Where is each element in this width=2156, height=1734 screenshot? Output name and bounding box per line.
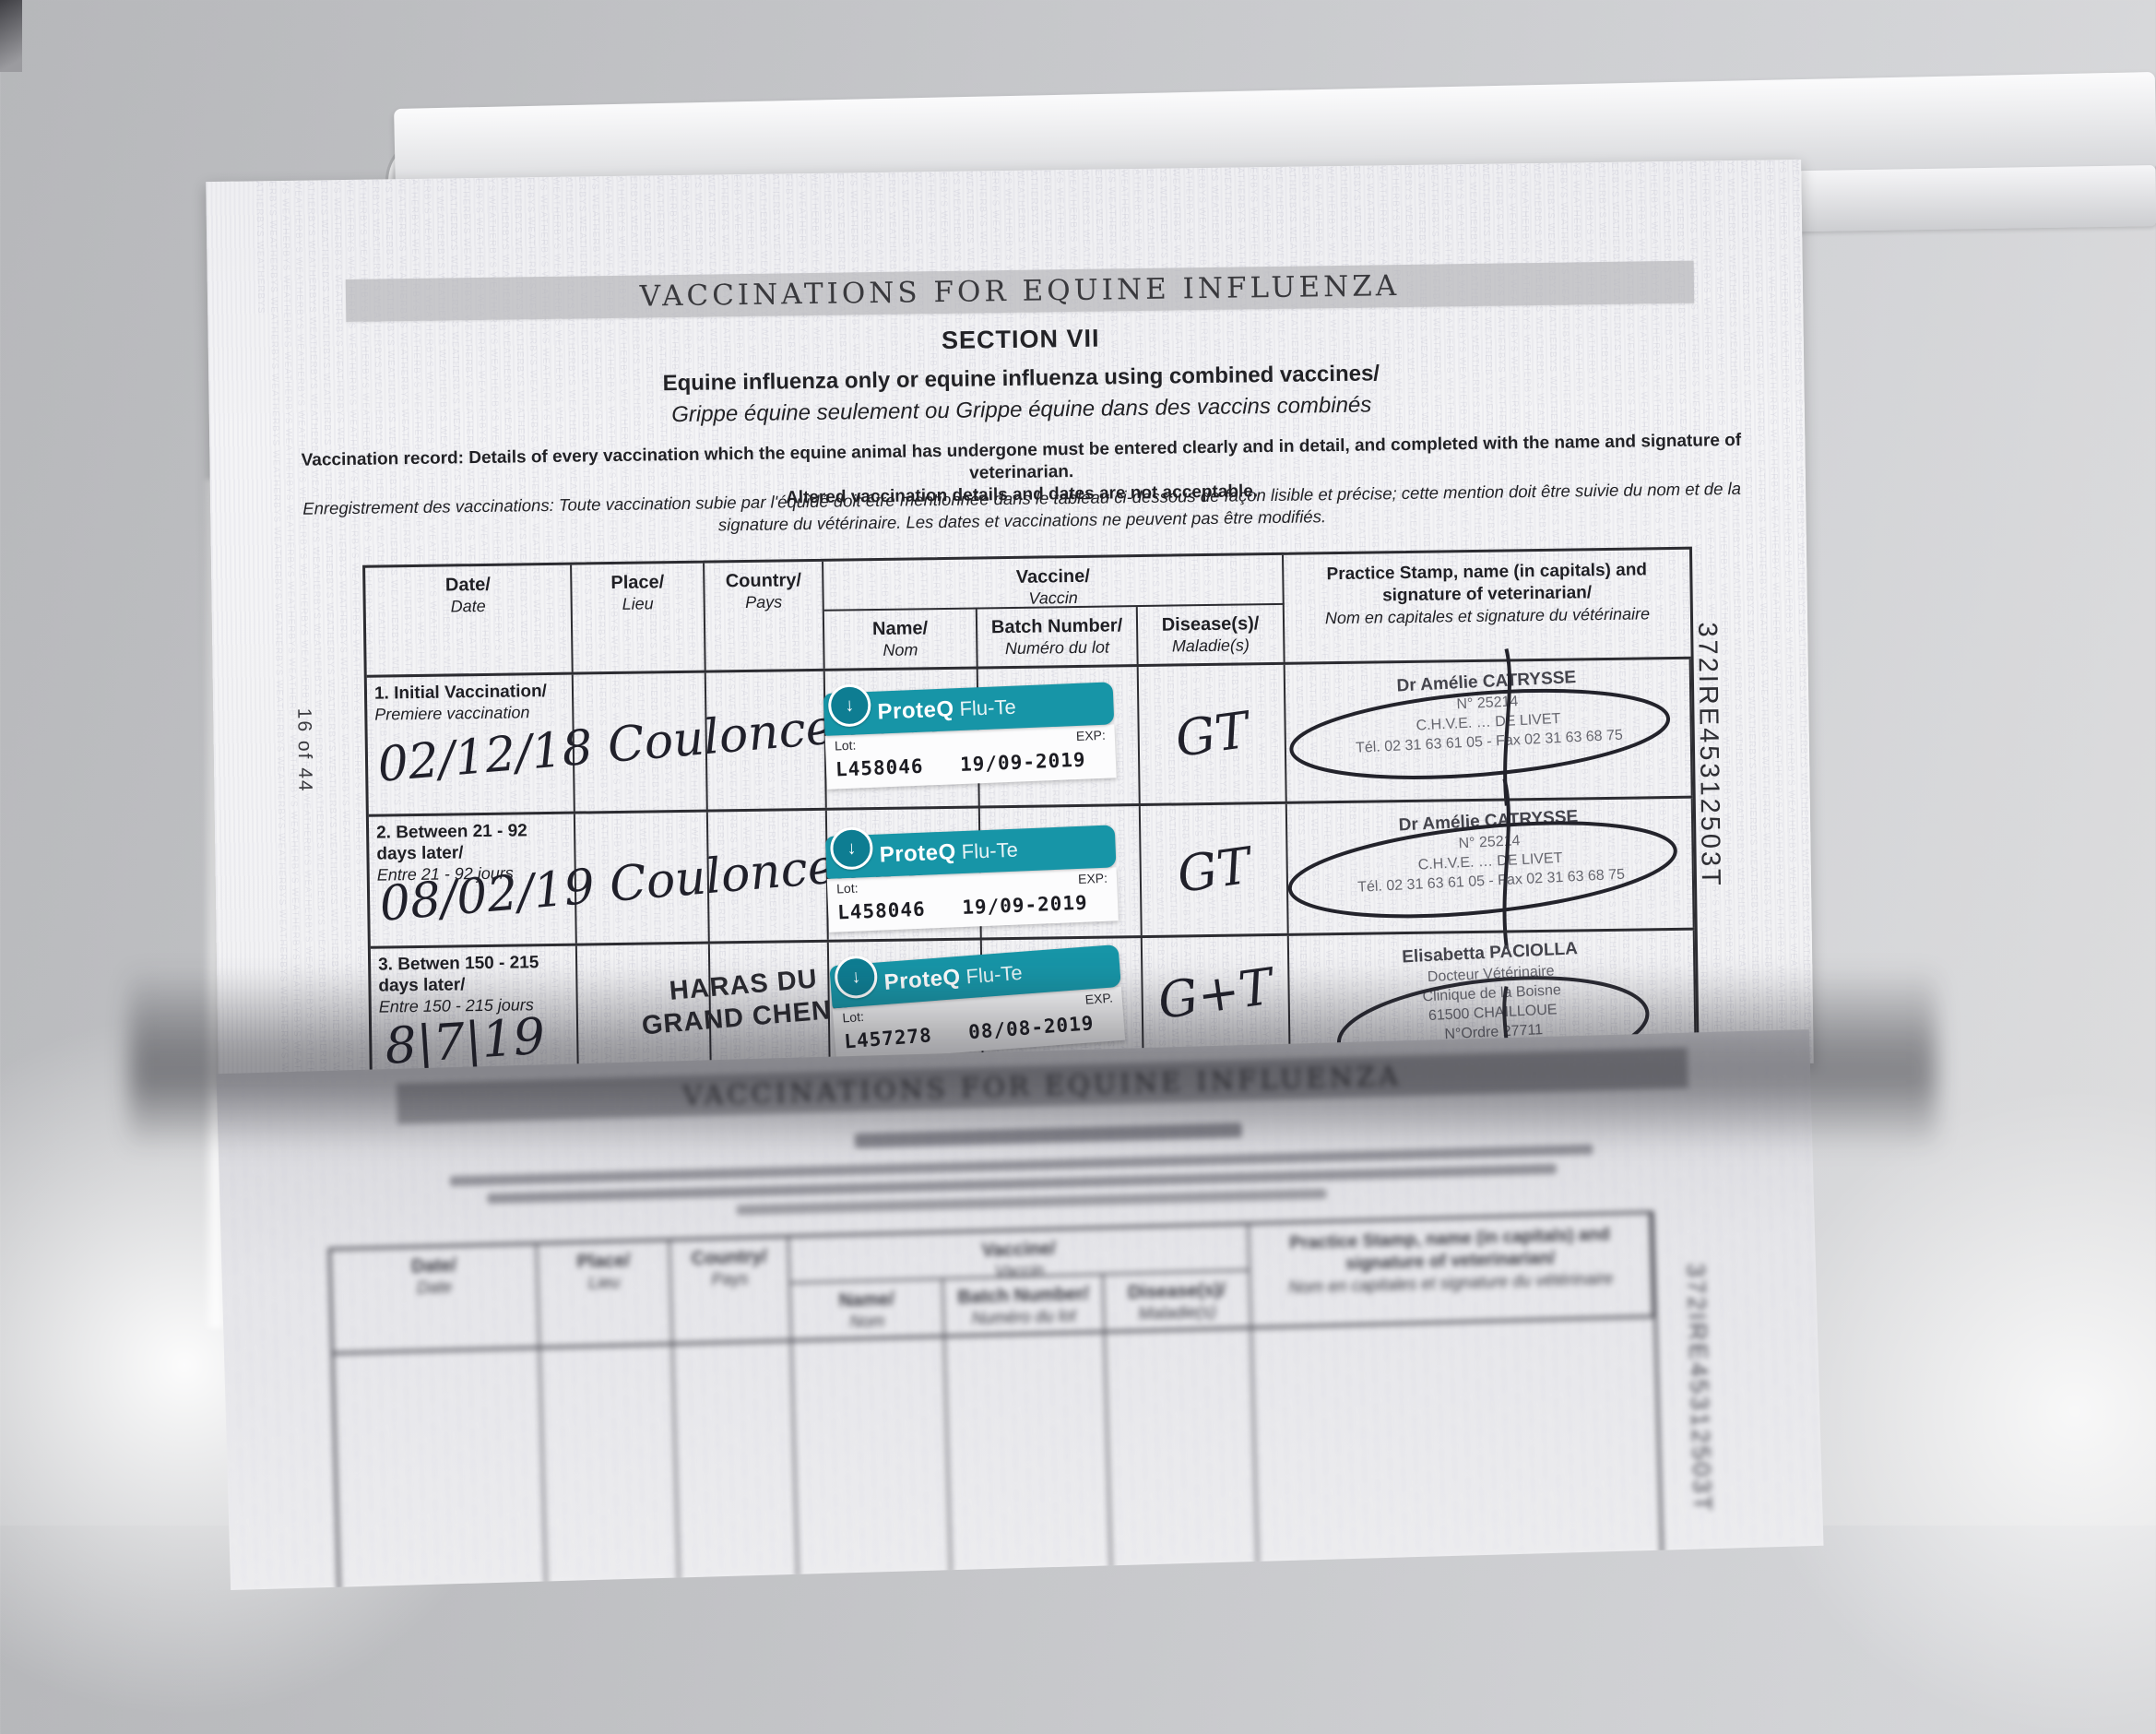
row1-disease-entry: GT (1171, 700, 1252, 768)
header-batch: Batch Number/ Numéro du lot (943, 1275, 1106, 1336)
page-number: 16 of 44 (293, 707, 316, 793)
row1-disease-cell: GT (1138, 664, 1287, 804)
document-code: 372IRE45312503T (1692, 622, 1726, 889)
header-batch-fr: Numéro du lot (1004, 637, 1110, 659)
header-place: Place/ Lieu (572, 563, 706, 672)
sticker-exp-value: 19/09-2019 (961, 891, 1089, 920)
header-disease: Disease(s)/ Maladie(s) (1137, 604, 1285, 665)
header-vaccine: Vaccine/ Vaccin (823, 554, 1285, 612)
sticker-lot-value: L458046 (836, 897, 927, 924)
table-row-initial-vaccination: 1. Initial Vaccination/ Premiere vaccina… (366, 647, 1693, 814)
header-date-fr: Date (450, 596, 486, 616)
sticker-exp-label: EXP: (1077, 870, 1108, 886)
row2-practice-stamp: Dr Amélie CATRYSSE N° 25214 C.H.V.E. … D… (1286, 801, 1694, 900)
row2-stamp-cell: Dr Amélie CATRYSSE N° 25214 C.H.V.E. … D… (1286, 778, 1695, 949)
header-date: Date/ Date (365, 564, 574, 675)
header-place-fr: Lieu (622, 594, 654, 613)
page-fold-shadow (129, 967, 1937, 1151)
header-practice-stamp: Practice Stamp, name (in capitals) and s… (1249, 1213, 1654, 1326)
sticker-lot-label: Lot: (834, 737, 857, 754)
header-name-en: Name/ (871, 618, 929, 640)
header-name: Name/ Nom (823, 609, 978, 669)
row1-stamp-cell: Dr Amélie CATRYSSE N° 25214 C.H.V.E. … D… (1285, 647, 1693, 806)
sticker-brand: ProteQ (877, 696, 955, 725)
header-stamp-fr: Nom en capitales et signature du vétérin… (1324, 604, 1651, 628)
sticker-brand: ProteQ (879, 839, 957, 868)
header-practice-stamp: Practice Stamp, name (in capitals) and s… (1284, 550, 1691, 662)
passport-page-top: WEATHERBYS WEATHERBYS WEATHERBYS WEATHER… (206, 159, 1814, 1087)
table-header: Date/ Date Place/ Lieu Country/ Pays Vac… (365, 550, 1690, 675)
header-batch: Batch Number/ Numéro du lot (977, 607, 1139, 667)
header-country: Country/ Pays (669, 1237, 792, 1343)
sticker-lot-label: Lot: (835, 880, 859, 897)
header-disease-en: Disease(s)/ (1161, 613, 1260, 635)
header-disease: Disease(s)/ Maladie(s) (1103, 1271, 1252, 1331)
sticker-exp-label: EXP: (1075, 727, 1107, 743)
sticker-lot-value: L458046 (835, 754, 924, 781)
row2-label-en: 2. Between 21 - 92 days later/ (375, 821, 527, 864)
row1-label-en: 1. Initial Vaccination/ (373, 682, 548, 704)
vaccination-table-blurred: Date/ Date Place/ Lieu Country/ Pays Vac… (327, 1210, 1665, 1591)
row1-vaccine-sticker: ↓ ProteQ Flu-Te Lot: EXP: L458046 19/09-… (823, 682, 1117, 790)
row2-disease-cell: GT (1140, 803, 1289, 936)
header-country-en: Country/ (725, 570, 802, 592)
row1-label-fr: Premiere vaccination (374, 703, 530, 724)
header-name-fr: Nom (883, 640, 918, 659)
sticker-variant: Flu-Te (959, 695, 1017, 721)
row1-practice-stamp: Dr Amélie CATRYSSE N° 25214 C.H.V.E. … D… (1285, 661, 1692, 761)
header-country-fr: Pays (745, 592, 783, 612)
row2-disease-entry: GT (1173, 836, 1254, 904)
header-place-en: Place/ (610, 572, 665, 594)
header-place: Place/ Lieu (537, 1241, 673, 1347)
header-date: Date/ Date (330, 1244, 540, 1352)
sticker-variant: Flu-Te (961, 837, 1019, 864)
header-stamp-en: Practice Stamp, name (in capitals) and s… (1326, 560, 1648, 606)
empty-table-body (333, 1314, 1663, 1591)
cover-corner-shadow (0, 0, 22, 72)
header-date-en: Date/ (444, 574, 491, 596)
sticker-arrow-icon: ↓ (829, 825, 874, 871)
header-country: Country/ Pays (705, 561, 825, 671)
table-row-between-21-92: 2. Between 21 - 92 days later/ Entre 21 … (368, 778, 1695, 949)
header-batch-en: Batch Number/ (990, 615, 1123, 638)
sticker-arrow-icon: ↓ (827, 683, 872, 728)
header-disease-fr: Maladie(s) (1171, 635, 1250, 656)
page-title: VACCINATIONS FOR EQUINE INFLUENZA (639, 269, 1401, 314)
sticker-exp-value: 19/09-2019 (959, 748, 1086, 777)
row2-vaccine-sticker: ↓ ProteQ Flu-Te Lot: EXP: L458046 19/09-… (824, 825, 1119, 932)
header-name: Name/ Nom (790, 1279, 945, 1339)
